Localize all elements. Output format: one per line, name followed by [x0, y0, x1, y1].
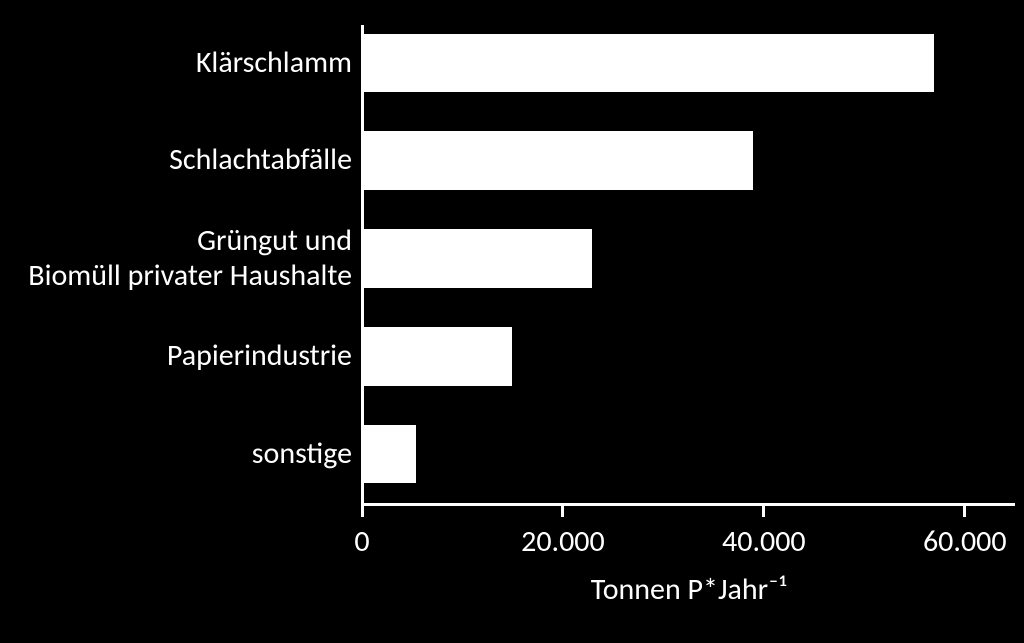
bar-klaerschlamm [362, 33, 935, 94]
x-tick [361, 503, 364, 517]
y-axis-line [361, 25, 364, 517]
bar-papier [362, 326, 513, 387]
x-tick-label: 20.000 [521, 523, 605, 560]
bar-schlachtabfall [362, 130, 754, 191]
x-tick [762, 503, 765, 517]
y-label-klaerschlamm: Klärschlamm [4, 23, 352, 103]
bar-sonstige [362, 424, 417, 485]
y-label-schlachtabfall: Schlachtabfälle [4, 121, 352, 201]
x-tick-label: 40.000 [722, 523, 806, 560]
phosphor-bar-chart: Klärschlamm Schlachtabfälle Grüngut und Bi… [0, 0, 1024, 643]
y-label-sonstige: sonstige [4, 414, 352, 494]
x-axis-line [362, 503, 1015, 506]
bar-gruengut [362, 228, 593, 289]
y-label-gruengut: Grüngut und Biomüll privater Haushalte [4, 219, 352, 299]
y-label-papier: Papierindustrie [4, 316, 352, 396]
x-axis-title: Tonnen P*Jahr⁻¹ [591, 571, 787, 608]
x-tick [561, 503, 564, 517]
x-tick-label: 0 [354, 523, 369, 560]
x-tick-label: 60.000 [923, 523, 1007, 560]
gridline [965, 14, 966, 503]
x-tick [963, 503, 966, 517]
